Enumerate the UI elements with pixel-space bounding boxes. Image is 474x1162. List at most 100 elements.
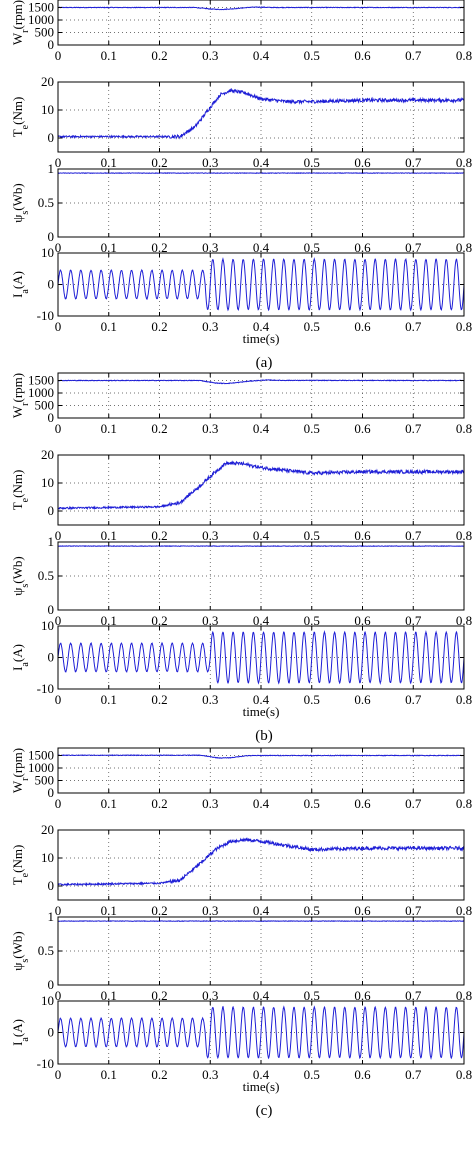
x-tick-label: 0.4 xyxy=(253,692,270,707)
x-tick-label: 0.5 xyxy=(304,988,320,1003)
y-tick-label: 1000 xyxy=(28,760,54,775)
y-tick-label: 0 xyxy=(48,277,55,292)
y-tick-label: 10 xyxy=(41,475,54,490)
x-tick-label: 0.6 xyxy=(354,421,371,436)
y-tick-label: 0 xyxy=(48,650,55,665)
x-tick-label: 0.8 xyxy=(456,528,472,543)
x-tick-label: 0.3 xyxy=(202,1067,218,1082)
y-tick-label: 500 xyxy=(35,25,55,40)
axes-box xyxy=(57,454,465,526)
x-tick-label: 0.6 xyxy=(354,796,371,811)
y-axis-label: Ia(A) xyxy=(10,1019,31,1046)
x-tick-label: 0 xyxy=(55,1067,62,1082)
x-tick-label: 0.8 xyxy=(456,988,472,1003)
x-tick-label: 0.6 xyxy=(354,988,371,1003)
y-tick-label: 500 xyxy=(35,773,55,788)
x-tick-label: 0.1 xyxy=(101,692,117,707)
x-tick-label: 0.3 xyxy=(202,240,218,255)
x-tick-label: 0.6 xyxy=(354,48,371,63)
x-tick-label: 0.6 xyxy=(354,155,371,170)
x-tick-label: 0.7 xyxy=(405,528,422,543)
x-tick-label: 0.1 xyxy=(101,421,117,436)
y-axis-label: ψs(Wb) xyxy=(10,931,31,970)
x-tick-label: 0 xyxy=(55,319,62,334)
y-tick-label: 1500 xyxy=(28,373,54,388)
x-tick-label: 0.4 xyxy=(253,796,270,811)
x-tick-label: 0.7 xyxy=(405,796,422,811)
x-tick-label: 0.4 xyxy=(253,988,270,1003)
x-tick-label: 0.1 xyxy=(101,155,117,170)
panel-caption: (b) xyxy=(255,728,273,744)
x-tick-label: 0.3 xyxy=(202,796,218,811)
y-axis-label: Ia(A) xyxy=(10,644,31,671)
x-tick-label: 0.6 xyxy=(354,528,371,543)
x-tick-label: 0.7 xyxy=(405,1067,422,1082)
y-tick-label: 20 xyxy=(41,74,54,89)
x-tick-label: 0.1 xyxy=(101,1067,117,1082)
x-tick-label: 0.3 xyxy=(202,903,218,918)
x-tick-label: 0.7 xyxy=(405,240,422,255)
x-tick-label: 0.7 xyxy=(405,421,422,436)
chart-a: 0 0.1 0.2 0.3 0.4 0.5 0.6 0.7 0.8050010001500Wr(… xyxy=(10,0,472,371)
y-tick-label: 0 xyxy=(48,1025,55,1040)
y-axis-label: Wr(rpm) xyxy=(10,0,31,45)
data-series-current xyxy=(57,1005,465,1060)
x-tick-label: 0.4 xyxy=(253,421,270,436)
y-tick-label: 10 xyxy=(41,245,54,260)
x-tick-label: 0.7 xyxy=(405,613,422,628)
subplot-1: 0 0.1 0.2 0.3 0.4 0.5 0.6 0.7 0.8 050010001500Wr(… xyxy=(10,372,472,436)
x-tick-label: 0 xyxy=(55,155,62,170)
y-tick-label: 20 xyxy=(41,822,54,837)
x-tick-label: 0.4 xyxy=(253,48,270,63)
x-tick-label: 0.6 xyxy=(354,240,371,255)
y-tick-label: 10 xyxy=(41,850,54,865)
subplot-3: 0 0.1 0.2 0.3 0.4 0.5 0.6 0.7 0.8 0 0.5 1 ψs(Wb) xyxy=(10,909,472,1003)
y-tick-label: 0 xyxy=(48,410,55,425)
x-tick-label: 0.4 xyxy=(253,903,270,918)
y-tick-label: -10 xyxy=(37,308,54,323)
y-tick-label: 1500 xyxy=(28,0,54,15)
x-tick-label: 0.8 xyxy=(456,613,472,628)
subplot-1: 0 0.1 0.2 0.3 0.4 0.5 0.6 0.7 0.8 050010001500Wr(… xyxy=(10,747,472,811)
x-tick-label: 0.5 xyxy=(304,421,320,436)
x-tick-label: 0.5 xyxy=(304,796,320,811)
x-tick-label: 0.6 xyxy=(354,903,371,918)
x-tick-label: 0.2 xyxy=(151,421,167,436)
x-tick-label: 0.1 xyxy=(101,903,117,918)
y-tick-label: 0.5 xyxy=(38,195,54,210)
x-tick-label: 0.3 xyxy=(202,528,218,543)
x-tick-label: 0.8 xyxy=(456,48,472,63)
x-tick-label: 0.4 xyxy=(253,613,270,628)
x-tick-label: 0.8 xyxy=(456,1067,472,1082)
x-tick-label: 0.6 xyxy=(354,613,371,628)
x-tick-label: 0.3 xyxy=(202,988,218,1003)
y-tick-label: -10 xyxy=(37,681,54,696)
y-tick-label: 1 xyxy=(48,534,55,549)
chart-c: 0 0.1 0.2 0.3 0.4 0.5 0.6 0.7 0.8050010001500Wr(… xyxy=(10,747,472,1119)
x-tick-label: 0.2 xyxy=(151,155,167,170)
x-tick-label: 0 xyxy=(55,421,62,436)
y-tick-label: 1000 xyxy=(28,12,54,27)
x-tick-label: 0.6 xyxy=(354,1067,371,1082)
y-tick-label: 0 xyxy=(48,785,55,800)
data-series-speed xyxy=(57,754,465,759)
x-tick-label: 0.1 xyxy=(101,240,117,255)
y-axis-label: Ia(A) xyxy=(10,271,31,298)
y-tick-label: 0 xyxy=(48,130,55,145)
x-tick-label: 0 xyxy=(55,48,62,63)
data-series-flux xyxy=(57,545,465,548)
x-tick-label: 0 xyxy=(55,988,62,1003)
x-tick-label: 0.7 xyxy=(405,692,422,707)
subplot-1: 0 0.1 0.2 0.3 0.4 0.5 0.6 0.7 0.8 050010001500Wr(… xyxy=(10,0,472,63)
y-tick-label: 10 xyxy=(41,102,54,117)
subplot-3: 0 0.1 0.2 0.3 0.4 0.5 0.6 0.7 0.8 0 0.5 1 ψs(Wb) xyxy=(10,534,472,628)
data-series-current xyxy=(57,257,465,312)
x-tick-label: 0.3 xyxy=(202,319,218,334)
x-tick-label: 0.3 xyxy=(202,692,218,707)
x-tick-label: 0.2 xyxy=(151,1067,167,1082)
x-tick-label: 0.5 xyxy=(304,319,320,334)
x-tick-label: 0 xyxy=(55,613,62,628)
x-tick-label: 0.4 xyxy=(253,240,270,255)
y-tick-label: 1500 xyxy=(28,748,54,763)
y-tick-label: 1 xyxy=(48,909,55,924)
